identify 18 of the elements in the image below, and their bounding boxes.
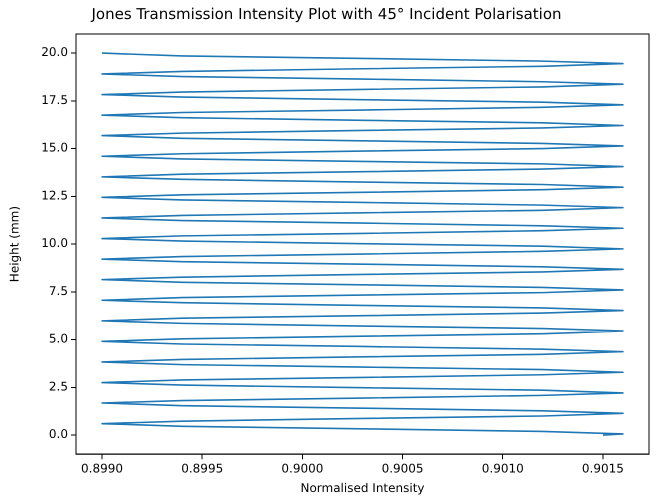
- x-tick-label: 0.8995: [181, 462, 224, 476]
- y-axis-title: Height (mm): [7, 206, 22, 282]
- x-tick-label: 0.9005: [382, 462, 424, 476]
- chart-title: Jones Transmission Intensity Plot with 45° Incident Polarisation: [90, 4, 562, 23]
- x-tick-label: 0.9010: [482, 462, 524, 476]
- y-tick-label: 5.0: [48, 332, 68, 346]
- y-tick-label: 15.0: [41, 140, 68, 155]
- y-tick-label: 2.5: [48, 379, 68, 394]
- y-tick-label: 7.5: [48, 284, 68, 298]
- x-tick-label: 0.9000: [281, 462, 324, 476]
- x-tick-label: 0.9015: [582, 462, 624, 476]
- y-tick-label: 17.5: [41, 92, 68, 107]
- y-tick-label: 20.0: [41, 45, 68, 60]
- y-tick-label: 0.0: [48, 427, 68, 442]
- y-tick-label: 12.5: [41, 188, 68, 202]
- x-tick-label: 0.8990: [81, 462, 124, 476]
- y-tick-label: 10.0: [41, 236, 68, 250]
- x-axis-title: Normalised Intensity: [300, 480, 425, 495]
